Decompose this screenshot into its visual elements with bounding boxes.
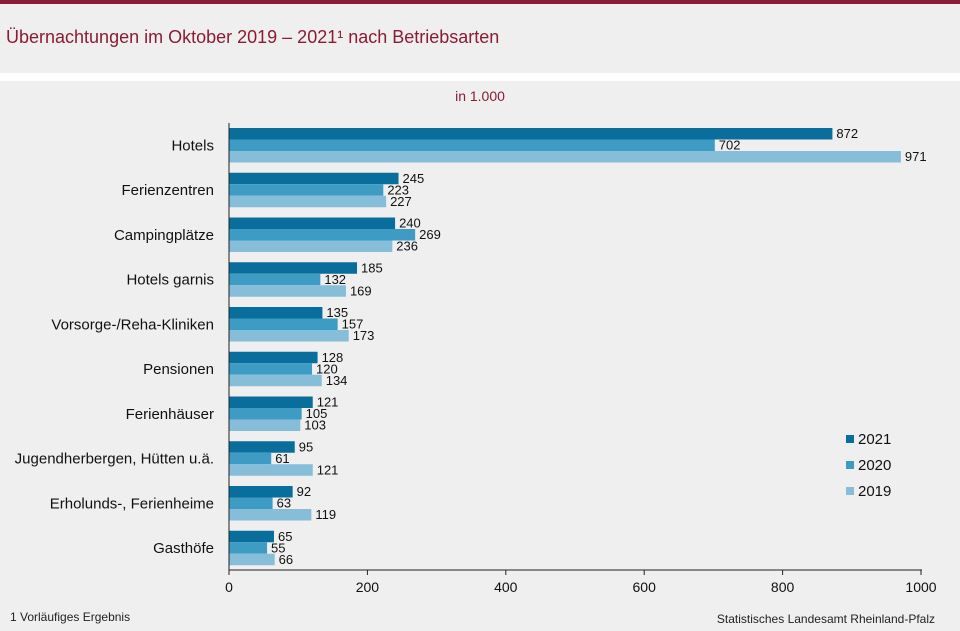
value-label-erholunds-ferienheime-2020: 63 (277, 496, 291, 511)
chart-title: Übernachtungen im Oktober 2019 – 2021¹ n… (6, 27, 500, 47)
legend-swatch-2019 (846, 487, 854, 495)
bar-gasthöfe-2019 (229, 553, 275, 566)
bar-hotels-garnis-2020 (229, 273, 321, 286)
value-label-gasthöfe-2019: 66 (279, 552, 293, 567)
bar-ferienzentren-2019 (229, 195, 387, 208)
value-label-gasthöfe-2020: 55 (271, 540, 285, 555)
value-label-campingplätze-2021: 240 (399, 216, 421, 231)
bar-vorsorge-reha-kliniken-2019 (229, 330, 349, 342)
value-label-gasthöfe-2021: 65 (278, 529, 292, 544)
value-label-ferienzentren-2019: 227 (390, 194, 412, 209)
value-label-ferienzentren-2021: 245 (403, 171, 425, 186)
legend-swatch-2021 (846, 435, 854, 443)
value-label-jugendherbergen-hütten-u-ä-2020: 61 (275, 451, 289, 466)
bar-jugendherbergen-hütten-u-ä-2020 (229, 452, 272, 465)
x-tick-label-1000: 1000 (905, 579, 936, 595)
value-label-ferienhäuser-2019: 103 (304, 418, 326, 433)
category-label-hotels: Hotels (171, 137, 214, 154)
value-label-jugendherbergen-hütten-u-ä-2021: 95 (299, 439, 313, 454)
bar-jugendherbergen-hütten-u-ä-2021 (229, 441, 295, 453)
chart-unit-label: in 1.000 (455, 88, 505, 104)
legend-label-2019: 2019 (858, 482, 892, 500)
value-label-ferienzentren-2020: 223 (387, 182, 409, 197)
bar-campingplätze-2019 (229, 240, 393, 252)
bars-group (229, 128, 901, 566)
legend-swatch-2020 (846, 461, 854, 469)
legend-label-2020: 2020 (858, 456, 892, 474)
bar-vorsorge-reha-kliniken-2020 (229, 318, 338, 330)
value-label-erholunds-ferienheime-2021: 92 (297, 484, 311, 499)
bar-campingplätze-2021 (229, 217, 396, 229)
legend-item-2019: 2019 (846, 478, 891, 504)
category-label-ferienhäuser: Ferienhäuser (126, 406, 214, 423)
bar-pensionen-2020 (229, 363, 313, 375)
x-axis: 0 200 400 600 800 1000 (225, 123, 937, 595)
bar-erholunds-ferienheime-2020 (229, 497, 273, 509)
bar-ferienhäuser-2019 (229, 419, 301, 431)
source-note: Statistisches Landesamt Rheinland-Pfalz (716, 612, 935, 626)
bar-pensionen-2021 (229, 351, 318, 364)
category-label-hotels-garnis: Hotels garnis (126, 272, 214, 289)
bar-hotels-2020 (229, 139, 715, 151)
value-label-ferienhäuser-2020: 105 (306, 406, 328, 421)
value-label-campingplätze-2019: 236 (396, 239, 418, 254)
bar-pensionen-2019 (229, 374, 322, 387)
legend-item-2021: 2021 (846, 426, 891, 452)
legend-label-2021: 2021 (858, 430, 892, 448)
bar-jugendherbergen-hütten-u-ä-2019 (229, 464, 313, 476)
legend-item-2020: 2020 (846, 452, 891, 478)
value-label-hotels-2020: 702 (719, 138, 741, 153)
value-label-erholunds-ferienheime-2019: 119 (315, 507, 336, 522)
category-label-ferienzentren: Ferienzentren (121, 182, 214, 199)
bar-campingplätze-2020 (229, 229, 416, 241)
footnote: 1 Vorläufiges Ergebnis (10, 610, 131, 624)
value-label-hotels-2021: 872 (836, 126, 858, 141)
value-label-hotels-garnis-2020: 132 (324, 272, 346, 287)
value-label-jugendherbergen-hütten-u-ä-2019: 121 (317, 462, 339, 477)
category-label-erholunds-ferienheime: Erholunds-, Ferienheime (50, 495, 214, 512)
value-label-hotels-garnis-2019: 169 (350, 283, 372, 298)
title-divider (0, 73, 960, 81)
category-labels-group: Hotels Ferienzentren Campingplätze Hotels g… (15, 137, 214, 557)
value-labels-group: 8727029712452232272402692361851321691351… (271, 126, 927, 567)
bar-hotels-garnis-2019 (229, 285, 346, 297)
bar-gasthöfe-2021 (229, 530, 274, 543)
category-label-campingplätze: Campingplätze (114, 227, 214, 244)
bar-vorsorge-reha-kliniken-2021 (229, 307, 323, 319)
bar-hotels-garnis-2021 (229, 262, 358, 274)
value-label-vorsorge-reha-kliniken-2019: 173 (353, 328, 375, 343)
value-label-vorsorge-reha-kliniken-2020: 157 (342, 317, 364, 332)
value-label-campingplätze-2020: 269 (419, 227, 441, 242)
x-tick-label-0: 0 (225, 579, 233, 595)
top-accent-bar (0, 0, 960, 4)
bar-erholunds-ferienheime-2021 (229, 486, 293, 498)
bar-ferienzentren-2021 (229, 172, 399, 185)
legend: 2021 2020 2019 (846, 426, 891, 504)
x-tick-label-800: 800 (771, 579, 795, 595)
category-label-gasthöfe: Gasthöfe (153, 540, 214, 557)
category-label-jugendherbergen-hütten-u-ä: Jugendherbergen, Hütten u.ä. (15, 451, 214, 468)
value-label-vorsorge-reha-kliniken-2021: 135 (326, 305, 348, 320)
bar-hotels-2021 (229, 128, 833, 140)
value-label-pensionen-2021: 128 (322, 350, 344, 365)
bar-ferienzentren-2020 (229, 184, 384, 196)
bar-erholunds-ferienheime-2019 (229, 509, 312, 521)
value-label-ferienhäuser-2021: 121 (317, 395, 339, 410)
value-label-hotels-2019: 971 (905, 149, 927, 164)
x-tick-label-400: 400 (494, 579, 518, 595)
category-label-pensionen: Pensionen (143, 361, 214, 378)
bar-gasthöfe-2020 (229, 542, 268, 554)
bar-ferienhäuser-2021 (229, 396, 313, 408)
bar-hotels-2019 (229, 151, 901, 163)
x-tick-label-200: 200 (356, 579, 380, 595)
value-label-hotels-garnis-2021: 185 (361, 260, 383, 275)
x-tick-label-600: 600 (633, 579, 657, 595)
bar-ferienhäuser-2020 (229, 408, 302, 420)
value-label-pensionen-2020: 120 (316, 361, 338, 376)
category-label-vorsorge-reha-kliniken: Vorsorge-/Reha-Kliniken (51, 316, 214, 333)
value-label-pensionen-2019: 134 (326, 373, 348, 388)
